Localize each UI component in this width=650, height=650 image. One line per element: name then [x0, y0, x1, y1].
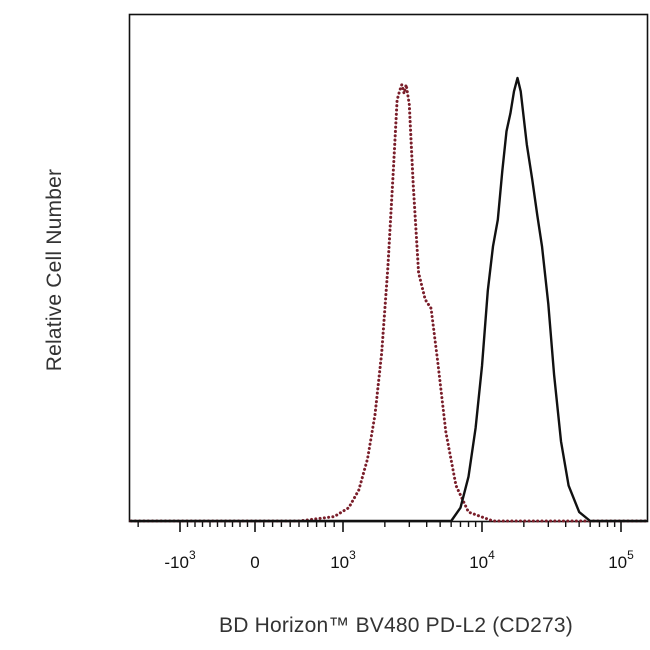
x-tick-label: 0	[250, 553, 259, 572]
stained-histogram	[129, 76, 648, 523]
isotype-control-histogram	[129, 83, 648, 523]
series-lines	[129, 76, 648, 523]
x-axis-ticks	[137, 521, 622, 532]
x-tick-label: -103	[164, 548, 196, 572]
x-tick-label: 103	[330, 548, 356, 572]
x-axis-tick-labels: -103 0 103 104 105	[164, 548, 634, 572]
x-tick-label: 104	[469, 548, 495, 572]
x-tick-label: 105	[608, 548, 634, 572]
y-axis-label: Relative Cell Number	[43, 168, 66, 372]
x-axis-label: BD Horizon™ BV480 PD-L2 (CD273)	[218, 614, 574, 637]
